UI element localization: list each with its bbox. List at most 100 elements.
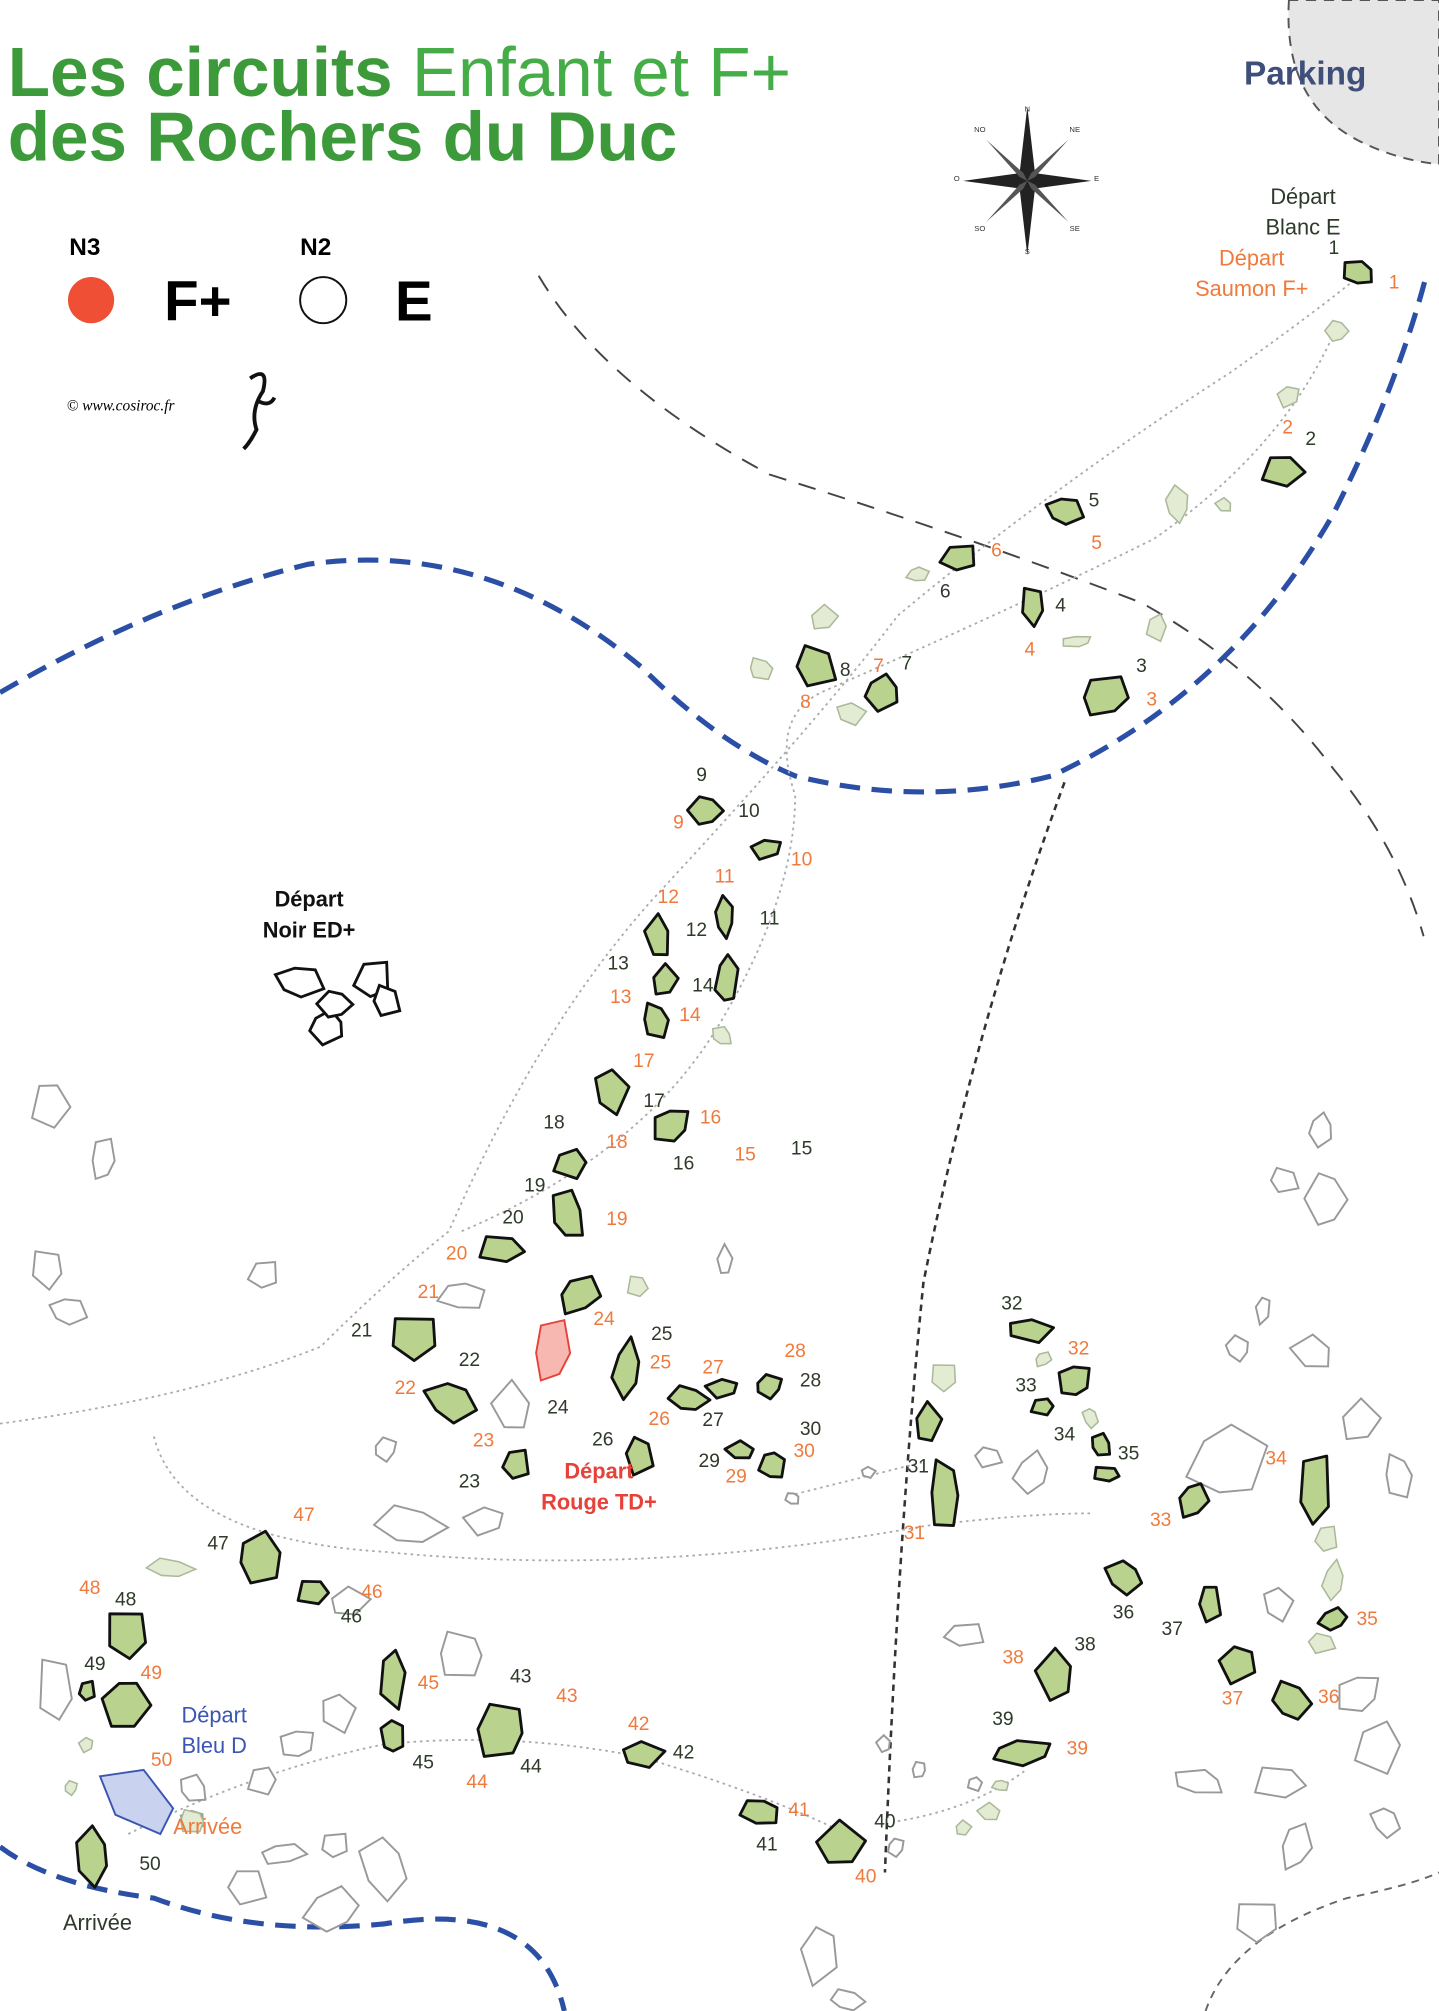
white-number: 25 — [651, 1324, 672, 1345]
boulder — [100, 1681, 153, 1728]
white-number: 35 — [1118, 1444, 1139, 1465]
boulder — [551, 1188, 584, 1237]
white-number: 46 — [341, 1606, 362, 1627]
salmon-number: 25 — [650, 1352, 671, 1373]
rock — [716, 1241, 734, 1275]
rock — [1185, 1423, 1269, 1494]
salmon-number: 12 — [658, 887, 679, 908]
rock — [931, 1364, 957, 1393]
legend-label: N2 — [300, 234, 331, 261]
white-number: 19 — [524, 1175, 545, 1196]
salmon-number: 37 — [1222, 1688, 1243, 1709]
rock — [435, 1282, 486, 1309]
salmon-number: 29 — [725, 1467, 746, 1488]
boulder — [815, 1818, 867, 1864]
rock — [1320, 1557, 1344, 1602]
white-number: 16 — [673, 1154, 694, 1175]
boulder — [653, 1109, 690, 1143]
salmon-number: 1 — [1389, 273, 1400, 294]
rock — [322, 1693, 357, 1735]
boulder — [610, 1335, 641, 1402]
rock — [1342, 1397, 1383, 1441]
compass-rose — [963, 106, 1092, 256]
rock — [1253, 1766, 1308, 1799]
title-part: Enfant et F+ — [412, 33, 791, 111]
white-number: 18 — [543, 1113, 564, 1134]
white-number: 4 — [1055, 596, 1066, 617]
white-number: 48 — [115, 1590, 136, 1611]
salmon-number: 6 — [991, 541, 1002, 562]
salmon-number: 2 — [1282, 417, 1293, 438]
white-number: 24 — [547, 1397, 569, 1418]
compass-label: N — [1025, 105, 1031, 114]
white-number: 20 — [502, 1208, 523, 1229]
boulder — [1093, 1465, 1121, 1483]
boulder — [1260, 456, 1307, 488]
rock — [1353, 1720, 1402, 1776]
boulder — [756, 1373, 783, 1401]
rock — [489, 1378, 531, 1429]
compass-label: S — [1025, 247, 1030, 256]
rock — [711, 1025, 732, 1045]
salmon-number: 16 — [700, 1107, 721, 1128]
white-number: 43 — [510, 1667, 531, 1688]
rock — [799, 1925, 838, 1988]
boulder — [1057, 1365, 1091, 1397]
rock — [279, 1730, 315, 1758]
boulder — [930, 1458, 960, 1527]
white-number: 5 — [1089, 491, 1100, 512]
salmon-number: 4 — [1025, 639, 1036, 660]
rock — [1254, 1296, 1271, 1327]
rock — [942, 1623, 985, 1647]
boulder — [723, 1439, 755, 1460]
boulder — [757, 1451, 786, 1479]
salmon-number: 27 — [702, 1358, 723, 1379]
rock — [973, 1446, 1004, 1469]
salmon-number: 26 — [649, 1409, 670, 1430]
white-number: 50 — [139, 1854, 160, 1875]
place-label: Départ — [275, 887, 344, 912]
red-boulder — [535, 1318, 572, 1382]
salmon-number: 30 — [793, 1441, 814, 1462]
compass-label: NE — [1069, 125, 1080, 134]
rock — [273, 966, 326, 999]
boulder — [1044, 497, 1086, 526]
white-number: 7 — [901, 653, 912, 674]
compass-label: O — [954, 174, 960, 183]
place-label: Départ — [1270, 184, 1335, 209]
trail — [461, 333, 1335, 1233]
rock — [1213, 496, 1232, 512]
rock — [829, 1988, 868, 2011]
salmon-number: 49 — [141, 1663, 162, 1684]
boulder — [1021, 586, 1045, 629]
rock — [48, 1298, 89, 1326]
rock — [260, 1843, 310, 1865]
rock — [966, 1776, 984, 1793]
boulder — [643, 1001, 670, 1039]
boulder — [703, 1377, 739, 1400]
salmon-number: 39 — [1067, 1738, 1088, 1759]
rock — [77, 1736, 94, 1754]
place-label: Départ — [181, 1702, 246, 1727]
white-number: 17 — [643, 1091, 664, 1112]
salmon-number: 15 — [734, 1145, 755, 1166]
white-number: 42 — [673, 1742, 694, 1763]
white-number: 38 — [1074, 1635, 1095, 1656]
rock — [357, 1836, 408, 1903]
boulder — [992, 1739, 1052, 1768]
salmon-number: 47 — [293, 1505, 314, 1526]
salmon-number: 21 — [418, 1282, 439, 1303]
boulder — [1217, 1645, 1257, 1686]
salmon-number: 48 — [79, 1578, 100, 1599]
rock — [1269, 1166, 1300, 1194]
place-label: Départ — [1219, 245, 1284, 270]
boulder — [594, 1068, 631, 1117]
rock — [874, 1733, 891, 1754]
road-dashed — [1204, 1871, 1439, 2011]
blue-route — [0, 275, 1429, 795]
boulder — [1008, 1318, 1056, 1345]
salmon-number: 38 — [1003, 1647, 1024, 1668]
rock — [1323, 319, 1350, 343]
boulder — [1090, 1431, 1112, 1457]
rock — [314, 989, 355, 1019]
